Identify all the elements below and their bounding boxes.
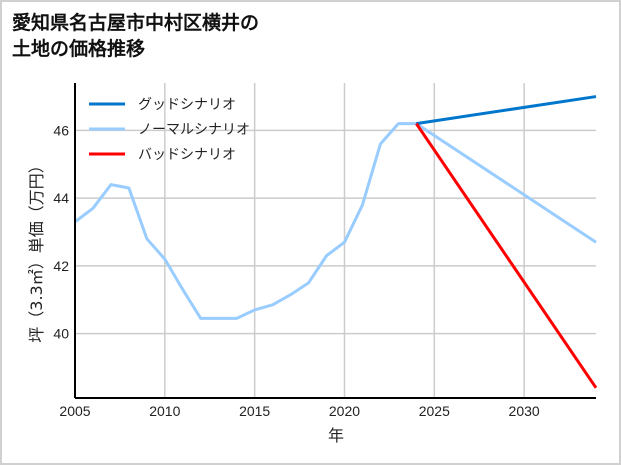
x-tick-label: 2015: [239, 403, 270, 419]
y-tick-label: 44: [53, 190, 69, 206]
series-line-2: [415, 122, 598, 389]
y-tick-label: 40: [53, 326, 69, 342]
x-tick-label: 2005: [59, 403, 90, 419]
y-tick-label: 42: [53, 258, 69, 274]
x-tick-label: 2010: [149, 403, 180, 419]
y-tick-label: 46: [53, 122, 69, 138]
chart-title: 愛知県名古屋市中村区横井の 土地の価格推移: [12, 12, 260, 60]
series-line-1: [74, 122, 597, 320]
legend-label: ノーマルシナリオ: [138, 122, 250, 138]
legend-label: グッドシナリオ: [138, 97, 236, 113]
y-axis-label: 坪（3.3㎡）単価（万円）: [27, 157, 46, 342]
series-line-0: [416, 95, 597, 126]
x-tick-label: 2025: [419, 403, 450, 419]
x-axis-label: 年: [328, 426, 344, 445]
x-tick-label: 2020: [329, 403, 360, 419]
legend-label: バッドシナリオ: [138, 147, 236, 163]
x-tick-label: 2030: [509, 403, 540, 419]
